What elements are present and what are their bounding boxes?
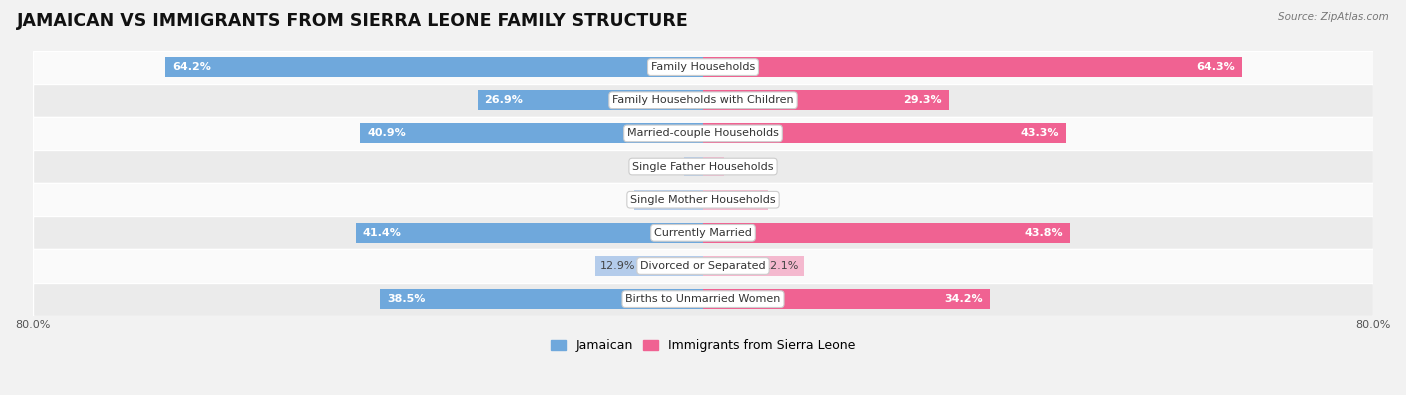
Bar bbox=[32, 117, 1374, 150]
Bar bbox=[32, 51, 1374, 84]
Bar bbox=[634, 190, 703, 210]
Bar bbox=[703, 289, 990, 309]
Text: 40.9%: 40.9% bbox=[367, 128, 406, 138]
Bar bbox=[32, 282, 1374, 316]
Bar bbox=[703, 90, 949, 110]
Bar bbox=[703, 57, 1241, 77]
Bar bbox=[32, 216, 1374, 249]
Text: Married-couple Households: Married-couple Households bbox=[627, 128, 779, 138]
Bar bbox=[703, 190, 768, 210]
Text: 34.2%: 34.2% bbox=[945, 294, 983, 304]
Text: 43.8%: 43.8% bbox=[1025, 228, 1063, 238]
Text: 64.2%: 64.2% bbox=[172, 62, 211, 72]
Bar bbox=[683, 156, 703, 177]
Text: 12.1%: 12.1% bbox=[763, 261, 799, 271]
Bar bbox=[32, 249, 1374, 282]
Text: Divorced or Separated: Divorced or Separated bbox=[640, 261, 766, 271]
Text: 8.2%: 8.2% bbox=[640, 195, 668, 205]
Text: Births to Unmarried Women: Births to Unmarried Women bbox=[626, 294, 780, 304]
Legend: Jamaican, Immigrants from Sierra Leone: Jamaican, Immigrants from Sierra Leone bbox=[546, 334, 860, 357]
Bar bbox=[32, 150, 1374, 183]
Bar bbox=[32, 183, 1374, 216]
Text: 2.3%: 2.3% bbox=[689, 162, 717, 171]
Bar bbox=[703, 156, 724, 177]
Bar bbox=[703, 256, 804, 276]
Bar bbox=[32, 84, 1374, 117]
Bar bbox=[478, 90, 703, 110]
Text: Source: ZipAtlas.com: Source: ZipAtlas.com bbox=[1278, 12, 1389, 22]
Text: Single Mother Households: Single Mother Households bbox=[630, 195, 776, 205]
Text: JAMAICAN VS IMMIGRANTS FROM SIERRA LEONE FAMILY STRUCTURE: JAMAICAN VS IMMIGRANTS FROM SIERRA LEONE… bbox=[17, 12, 689, 30]
Text: Family Households: Family Households bbox=[651, 62, 755, 72]
Text: 7.7%: 7.7% bbox=[734, 195, 762, 205]
Bar bbox=[165, 57, 703, 77]
Text: 38.5%: 38.5% bbox=[387, 294, 426, 304]
Text: 2.5%: 2.5% bbox=[690, 162, 718, 171]
Text: 43.3%: 43.3% bbox=[1021, 128, 1059, 138]
Bar bbox=[381, 289, 703, 309]
Text: 64.3%: 64.3% bbox=[1197, 62, 1234, 72]
Bar bbox=[356, 223, 703, 243]
Bar bbox=[703, 223, 1070, 243]
Text: Single Father Households: Single Father Households bbox=[633, 162, 773, 171]
Text: 41.4%: 41.4% bbox=[363, 228, 402, 238]
Text: Family Households with Children: Family Households with Children bbox=[612, 95, 794, 105]
Text: Currently Married: Currently Married bbox=[654, 228, 752, 238]
Bar bbox=[360, 124, 703, 143]
Text: 26.9%: 26.9% bbox=[484, 95, 523, 105]
Bar bbox=[703, 124, 1066, 143]
Text: 12.9%: 12.9% bbox=[600, 261, 636, 271]
Text: 29.3%: 29.3% bbox=[903, 95, 942, 105]
Bar bbox=[595, 256, 703, 276]
